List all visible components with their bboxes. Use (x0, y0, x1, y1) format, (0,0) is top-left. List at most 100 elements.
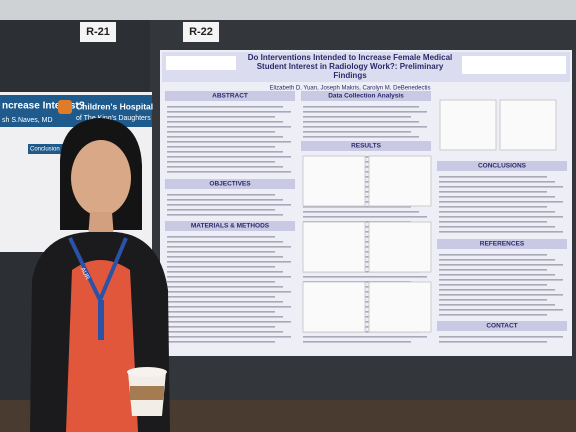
text-line (303, 216, 427, 218)
text-line (167, 286, 283, 288)
text-line (439, 254, 547, 256)
text-line (439, 294, 563, 296)
cup-lid (127, 367, 167, 377)
section-heading: Data Collection Analysis (328, 93, 404, 100)
board-label-bg (80, 22, 116, 42)
section-heading: OBJECTIVES (209, 181, 251, 188)
text-line (303, 206, 411, 208)
text-line (167, 326, 275, 328)
face (71, 140, 131, 216)
text-line (439, 186, 563, 188)
text-line (167, 301, 283, 303)
text-line (167, 296, 275, 298)
poster-columns: ABSTRACT OBJECTIVES MATERIALS & METHODS Dat… (165, 91, 567, 343)
text-line (439, 264, 563, 266)
text-line (167, 171, 291, 173)
text-line (167, 214, 283, 216)
text-line (303, 276, 427, 278)
text-line (167, 331, 283, 333)
badge-strap (98, 300, 104, 340)
text-line (167, 316, 283, 318)
section-heading: MATERIALS & METHODS (191, 223, 270, 230)
text-line (303, 116, 411, 118)
left-poster-header (0, 95, 152, 127)
text-line (439, 206, 547, 208)
poster-logo (166, 56, 236, 70)
board-label: R-22 (189, 26, 213, 38)
text-line (167, 341, 275, 343)
figure (302, 221, 366, 273)
text-line (167, 141, 291, 143)
text-line (439, 299, 547, 301)
cup-sleeve (130, 386, 164, 400)
text-line (167, 251, 275, 253)
text-line (167, 246, 291, 248)
text-line (167, 199, 283, 201)
heading-bar (165, 221, 295, 231)
text-line (167, 266, 275, 268)
figure (302, 155, 366, 207)
text-line (167, 146, 275, 148)
ceiling (0, 0, 576, 20)
text-line (439, 304, 555, 306)
text-line (439, 196, 555, 198)
board-label-bg (183, 22, 219, 42)
left-heading: Conclusion (30, 147, 60, 153)
lanyard-text: AUR (79, 267, 91, 282)
text-line (439, 226, 555, 228)
text-line (303, 106, 419, 108)
text-line (167, 306, 291, 308)
text-line (439, 176, 547, 178)
text-line (439, 336, 563, 338)
logo-subtext: of The King's Daughters (76, 115, 151, 122)
text-line (167, 261, 291, 263)
poster-title-box: Do Interventions Intended to Increase Fe… (247, 53, 453, 80)
text-line (167, 281, 275, 283)
text-line (439, 181, 555, 183)
text-line (303, 131, 411, 133)
text-line (167, 276, 291, 278)
text-line (439, 269, 547, 271)
text-line (303, 111, 427, 113)
text-line (167, 151, 283, 153)
text-line (303, 121, 419, 123)
left-poster-authors: sh S.Naves, MD (2, 117, 53, 124)
text-line (167, 156, 291, 158)
text-line (439, 314, 547, 316)
text-line (439, 274, 555, 276)
heading-bar (301, 91, 431, 101)
text-line (167, 131, 275, 133)
text-line (167, 236, 275, 238)
text-line (439, 216, 563, 218)
text-line (439, 279, 563, 281)
text-line (167, 126, 291, 128)
section-heading: ABSTRACT (212, 93, 248, 100)
text-line (167, 111, 291, 113)
figure (439, 99, 497, 151)
text-line (439, 201, 563, 203)
heading-bar (165, 91, 295, 101)
poster-logo (462, 56, 566, 74)
figure (368, 281, 432, 333)
heading-bar (437, 321, 567, 331)
left-heading-bg (28, 144, 68, 154)
text-line (303, 336, 427, 338)
figure (368, 155, 432, 207)
text-line (439, 231, 563, 233)
poster-title: Do Interventions Intended to Increase Fe… (247, 53, 453, 80)
text-line (439, 289, 555, 291)
dress (66, 260, 138, 432)
text-line (167, 209, 275, 211)
text-line (167, 256, 283, 258)
poster-authors: Elizabeth D. Yuan, Joseph Makris, Caroly… (270, 86, 431, 92)
text-line (167, 121, 283, 123)
text-line (303, 341, 411, 343)
section-heading: REFERENCES (480, 241, 525, 248)
text-line (439, 221, 547, 223)
text-line (439, 191, 547, 193)
text-line (167, 241, 283, 243)
text-line (439, 284, 547, 286)
text-line (439, 259, 555, 261)
